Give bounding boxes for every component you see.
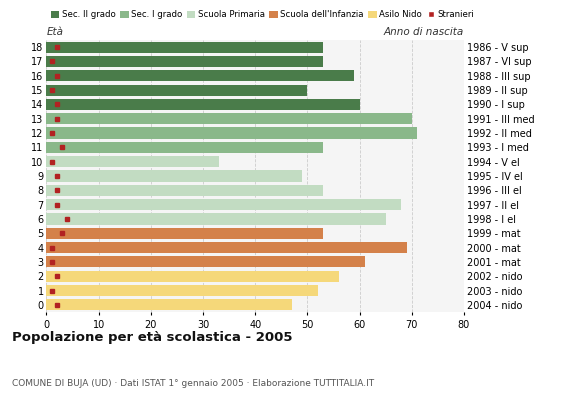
Bar (46, 156, 219, 167)
Bar (46, 271, 339, 282)
Bar (46, 285, 318, 296)
Bar (46, 170, 302, 182)
Bar (46, 84, 307, 96)
Bar (46, 142, 323, 153)
Bar (46, 56, 323, 67)
Bar (46, 70, 354, 81)
Bar (46, 228, 323, 239)
Text: Popolazione per età scolastica - 2005: Popolazione per età scolastica - 2005 (12, 331, 292, 344)
Bar (46, 128, 417, 139)
Bar (46, 213, 386, 224)
Bar (46, 299, 292, 310)
Text: Anno di nascita: Anno di nascita (384, 27, 464, 37)
Bar (46, 256, 365, 268)
Text: Età: Età (46, 27, 63, 37)
Bar (46, 199, 401, 210)
Bar (46, 242, 407, 253)
Legend: Sec. II grado, Sec. I grado, Scuola Primaria, Scuola dell'Infanzia, Asilo Nido, : Sec. II grado, Sec. I grado, Scuola Prim… (50, 10, 474, 19)
Bar (46, 113, 412, 124)
Bar (46, 99, 360, 110)
Bar (46, 185, 323, 196)
Bar (46, 42, 323, 53)
Text: COMUNE DI BUJA (UD) · Dati ISTAT 1° gennaio 2005 · Elaborazione TUTTITALIA.IT: COMUNE DI BUJA (UD) · Dati ISTAT 1° genn… (12, 379, 374, 388)
